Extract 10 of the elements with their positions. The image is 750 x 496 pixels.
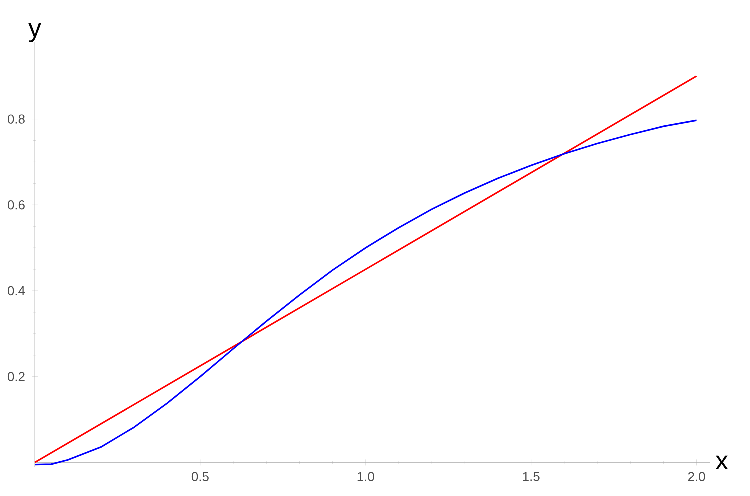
y-tick-label: 0.2 [8,372,25,382]
y-tick-label: 0.6 [8,200,25,210]
x-tick-label: 1.5 [523,472,540,482]
x-axis-title: x [716,456,728,470]
x-tick-label: 2.0 [688,472,706,482]
x-tick-label: 1.0 [358,472,374,482]
y-axis-title: y [28,23,42,42]
x-tick-label: 0.5 [192,472,209,482]
y-tick-label: 0.8 [8,114,25,124]
y-tick-label: 0.4 [8,286,26,296]
